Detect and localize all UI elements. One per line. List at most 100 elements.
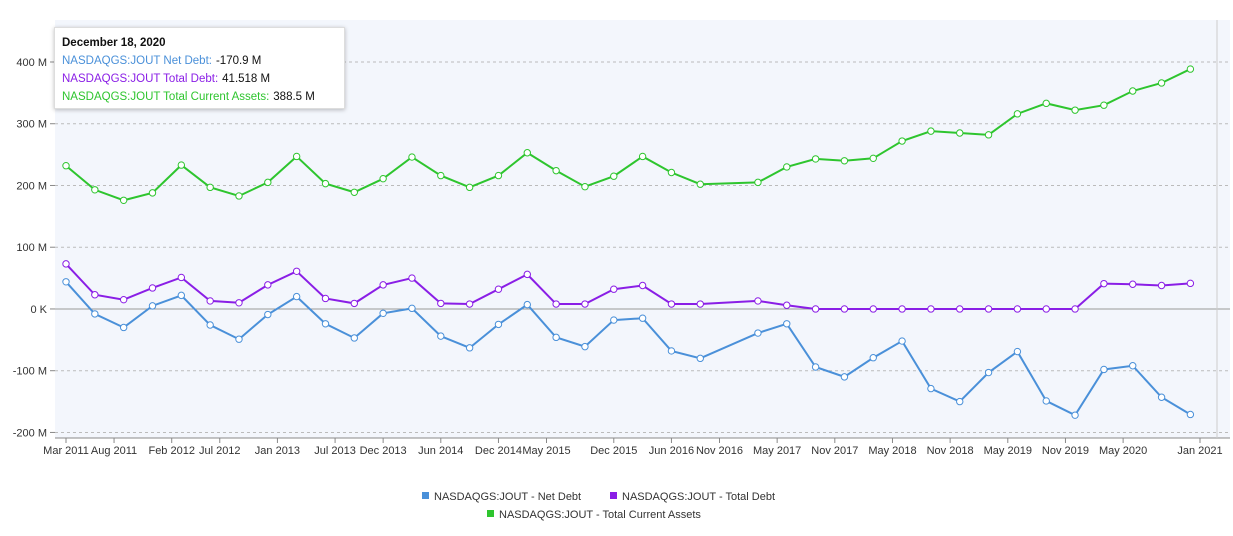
- point: [610, 172, 618, 180]
- point: [1013, 305, 1022, 313]
- point: [783, 320, 791, 328]
- point: [91, 291, 99, 299]
- tooltip-row: NASDAQGS:JOUT Net Debt: -170.9 M: [62, 52, 337, 70]
- point: [811, 305, 820, 313]
- point: [869, 154, 877, 163]
- point: [840, 305, 849, 313]
- point: [437, 171, 445, 180]
- legend-label: NASDAQGS:JOUT - Total Current Assets: [499, 509, 701, 521]
- point: [148, 189, 157, 197]
- point: [1157, 281, 1166, 290]
- point: [610, 285, 618, 293]
- point: [1129, 362, 1137, 370]
- x-tick-label: Jan 2013: [255, 445, 300, 457]
- point: [898, 337, 906, 345]
- point: [696, 354, 704, 363]
- legend-label: NASDAQGS:JOUT - Total Debt: [622, 491, 775, 503]
- tooltip-title: December 18, 2020: [62, 37, 166, 49]
- point: [379, 281, 387, 289]
- y-tick-label: 400 M: [16, 57, 47, 69]
- point: [264, 310, 272, 319]
- point: [523, 300, 531, 309]
- point: [177, 291, 186, 300]
- point: [119, 323, 128, 332]
- x-tick-label: Mar 2011: [43, 445, 89, 457]
- tooltip-label: NASDAQGS:JOUT Net Debt:: [62, 55, 212, 67]
- x-tick-label: Jul 2012: [199, 445, 241, 457]
- point: [437, 299, 445, 308]
- legend-swatch: [610, 492, 617, 499]
- x-tick-label: Dec 2014: [475, 445, 522, 457]
- point: [523, 149, 531, 157]
- point: [235, 192, 243, 200]
- point: [1129, 87, 1137, 95]
- point: [437, 332, 445, 340]
- x-tick-label: Nov 2018: [927, 445, 974, 457]
- x-tick-label: Jul 2013: [314, 445, 356, 457]
- point: [494, 285, 503, 293]
- x-tick-label: Nov 2019: [1042, 445, 1089, 457]
- point: [465, 183, 474, 192]
- point: [956, 397, 964, 406]
- point: [869, 305, 877, 313]
- x-tick-label: May 2019: [984, 445, 1032, 457]
- tooltip-value: -170.9 M: [215, 55, 262, 67]
- point: [292, 152, 301, 161]
- point: [350, 299, 359, 308]
- tooltip-rows: NASDAQGS:JOUT Net Debt: -170.9 M NASDAQGS:…: [62, 52, 337, 106]
- point: [235, 335, 243, 343]
- point: [783, 163, 791, 171]
- point: [667, 168, 676, 177]
- point: [1186, 410, 1195, 419]
- x-tick-label: May 2018: [868, 445, 916, 457]
- x-tick-label: Nov 2017: [811, 445, 858, 457]
- point: [696, 180, 704, 188]
- point: [667, 347, 676, 355]
- point: [552, 333, 560, 342]
- x-tick-label: May 2017: [753, 445, 801, 457]
- point: [1100, 365, 1108, 374]
- point: [1071, 305, 1079, 313]
- x-tick-label: Feb 2012: [148, 445, 194, 457]
- point: [984, 131, 993, 139]
- x-tick-label: Dec 2013: [360, 445, 407, 457]
- point: [235, 299, 243, 307]
- point: [1013, 110, 1022, 118]
- point: [350, 188, 359, 196]
- point: [408, 304, 416, 313]
- point: [408, 274, 416, 282]
- point: [379, 174, 387, 183]
- point: [869, 354, 877, 362]
- point: [206, 321, 214, 329]
- point: [898, 305, 906, 313]
- x-tick-label: May 2020: [1099, 445, 1147, 457]
- point: [1042, 397, 1050, 405]
- point: [1157, 79, 1166, 87]
- point: [494, 320, 503, 329]
- point: [206, 297, 214, 305]
- tooltip-value: 41.518 M: [222, 73, 271, 85]
- point: [811, 155, 820, 163]
- point: [754, 178, 762, 187]
- point: [754, 297, 762, 305]
- point: [783, 301, 791, 309]
- x-tick-label: Aug 2011: [91, 445, 137, 457]
- tooltip-label: NASDAQGS:JOUT Total Debt:: [62, 73, 219, 85]
- point: [292, 292, 301, 301]
- legend-swatch: [422, 492, 429, 499]
- point: [638, 152, 647, 161]
- point: [811, 363, 820, 371]
- point: [667, 300, 676, 308]
- point: [1129, 280, 1137, 288]
- point: [927, 305, 935, 313]
- y-tick-label: 300 M: [16, 119, 47, 131]
- point: [696, 300, 704, 308]
- point: [1071, 411, 1079, 419]
- point: [321, 179, 330, 188]
- point: [840, 157, 849, 165]
- point: [408, 153, 416, 161]
- y-tick-label: 200 M: [16, 180, 47, 192]
- point: [927, 127, 935, 135]
- point: [177, 161, 186, 169]
